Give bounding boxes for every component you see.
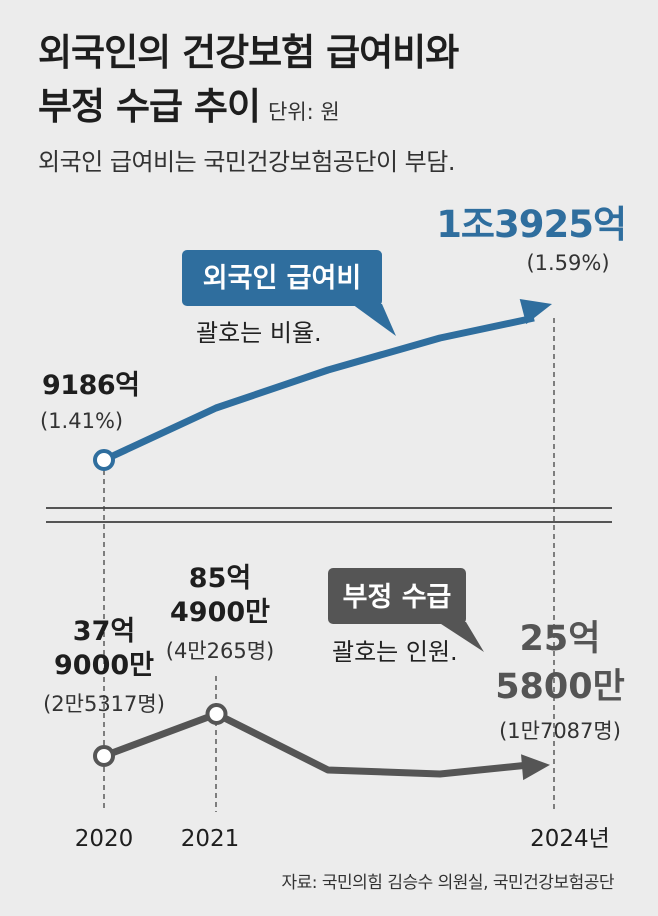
fraud-claims-value-2024-line2: 5800만	[495, 667, 625, 707]
foreigner-benefit-note: 괄호는 비율.	[196, 319, 322, 347]
fraud-claims-callout: 부정 수급	[328, 568, 484, 652]
title-line-1: 외국인의 건강보험 급여비와	[38, 31, 459, 74]
fraud-claims-point-2021	[205, 703, 228, 725]
fraud-claims-value-2020-line1: 37억	[73, 616, 135, 647]
x-label-2021: 2021	[181, 826, 240, 852]
x-label-2024: 2024년	[530, 826, 610, 852]
foreigner-benefit-point-2020	[93, 449, 115, 471]
fraud-claims-people-2021: (4만265명)	[166, 639, 274, 663]
foreigner-benefit-value-2020: 9186억	[42, 370, 140, 401]
fraud-claims-value-2021-line1: 85억	[189, 563, 251, 594]
fraud-claims-value-2024-line1: 25억	[520, 619, 601, 659]
x-label-2020: 2020	[75, 826, 134, 852]
foreigner-benefit-value-2024: 1조3925억	[436, 203, 626, 246]
foreigner-benefit-callout-label: 외국인 급여비	[203, 263, 361, 294]
foreigner-benefit-ratio-2024: (1.59%)	[526, 251, 609, 275]
unit-label: 단위: 원	[268, 100, 340, 124]
fraud-claims-callout-label: 부정 수급	[343, 582, 452, 613]
fraud-claims-point-2020	[93, 745, 115, 767]
fraud-claims-note: 괄호는 인원.	[332, 638, 458, 666]
fraud-claims-people-2024: (1만7087명)	[499, 719, 621, 743]
title-line-2-text: 부정 수급 추이	[38, 85, 261, 128]
fraud-claims-people-2020: (2만5317명)	[43, 692, 165, 716]
source-note: 자료: 국민의힘 김승수 의원실, 국민건강보험공단	[281, 873, 614, 893]
title-line-2: 부정 수급 추이 단위: 원	[38, 80, 458, 139]
fraud-claims-value-2020-line2: 9000만	[54, 650, 154, 681]
fraud-claims-value-2021-line2: 4900만	[170, 597, 270, 628]
fraud-claims-line	[102, 710, 531, 778]
fraud-claims-arrowhead	[521, 754, 550, 781]
foreigner-benefit-arrowhead	[519, 298, 552, 325]
chart-subtitle: 외국인 급여비는 국민건강보험공단이 부담.	[38, 148, 455, 176]
foreigner-benefit-line	[102, 314, 535, 464]
foreigner-benefit-ratio-2020: (1.41%)	[40, 409, 123, 433]
chart-title: 외국인의 건강보험 급여비와 부정 수급 추이 단위: 원	[38, 26, 459, 139]
foreigner-benefit-callout: 외국인 급여비	[182, 250, 396, 336]
